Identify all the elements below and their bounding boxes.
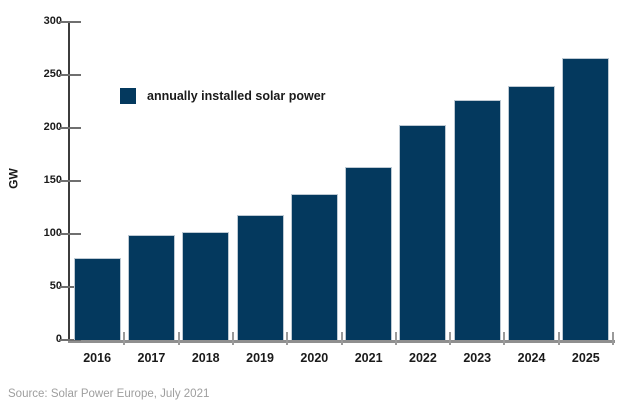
x-tick-label: 2023 — [463, 351, 492, 365]
x-tick-label: 2025 — [571, 351, 600, 365]
y-tick-label: 200 — [43, 121, 62, 133]
y-tick-label: 100 — [43, 227, 62, 239]
x-tick-label: 2024 — [517, 351, 546, 365]
x-tick — [286, 332, 289, 345]
bar — [508, 85, 556, 340]
y-tick — [59, 339, 81, 341]
y-tick-label: 0 — [0, 333, 62, 346]
x-tick — [612, 332, 614, 345]
bar — [345, 167, 393, 340]
legend: annually installed solar power — [120, 88, 326, 104]
x-tick-label: 2018 — [191, 351, 220, 365]
bar — [182, 231, 230, 340]
bar-slot — [559, 22, 613, 340]
bar — [399, 124, 447, 340]
bar-slot — [396, 22, 450, 340]
y-tick-label: 50 — [49, 280, 62, 292]
x-tick-label: 2019 — [246, 351, 274, 365]
bar-slot — [287, 22, 341, 340]
legend-swatch — [120, 88, 136, 104]
x-tick — [503, 332, 506, 345]
bars-layer — [70, 22, 613, 340]
x-tick-label: 2020 — [300, 351, 329, 365]
y-tick — [59, 127, 81, 129]
bar-slot — [450, 22, 504, 340]
bar — [236, 214, 284, 340]
x-tick — [449, 332, 452, 345]
y-tick — [59, 233, 81, 235]
source-note: Source: Solar Power Europe, July 2021 — [8, 388, 210, 400]
x-tick-label: 2017 — [137, 351, 166, 365]
y-tick-label: 300 — [43, 15, 62, 27]
bar-slot — [341, 22, 395, 340]
bar-slot — [179, 22, 233, 340]
bar-slot — [70, 22, 124, 340]
x-tick — [340, 332, 343, 345]
x-tick-label: 2022 — [409, 351, 437, 365]
y-tick — [59, 180, 81, 182]
x-tick-label: 2021 — [354, 351, 383, 365]
y-tick — [59, 74, 81, 76]
bar-slot — [124, 22, 178, 340]
y-tick-label: 150 — [43, 174, 62, 186]
bar-slot — [233, 22, 287, 340]
bar — [453, 100, 501, 340]
x-tick-label: 2016 — [83, 351, 112, 365]
y-tick — [59, 286, 81, 288]
x-tick — [123, 332, 126, 345]
plot-area: annually installed solar power — [59, 21, 615, 345]
bar — [562, 58, 610, 340]
x-tick — [177, 332, 180, 345]
bar — [290, 193, 338, 340]
y-tick — [59, 21, 81, 23]
bar — [127, 235, 175, 340]
x-tick — [557, 332, 560, 345]
x-tick — [231, 332, 234, 345]
bar-slot — [504, 22, 558, 340]
bar — [73, 258, 121, 340]
legend-label: annually installed solar power — [147, 89, 326, 103]
y-tick-label: 250 — [43, 68, 62, 80]
x-tick — [394, 332, 397, 345]
